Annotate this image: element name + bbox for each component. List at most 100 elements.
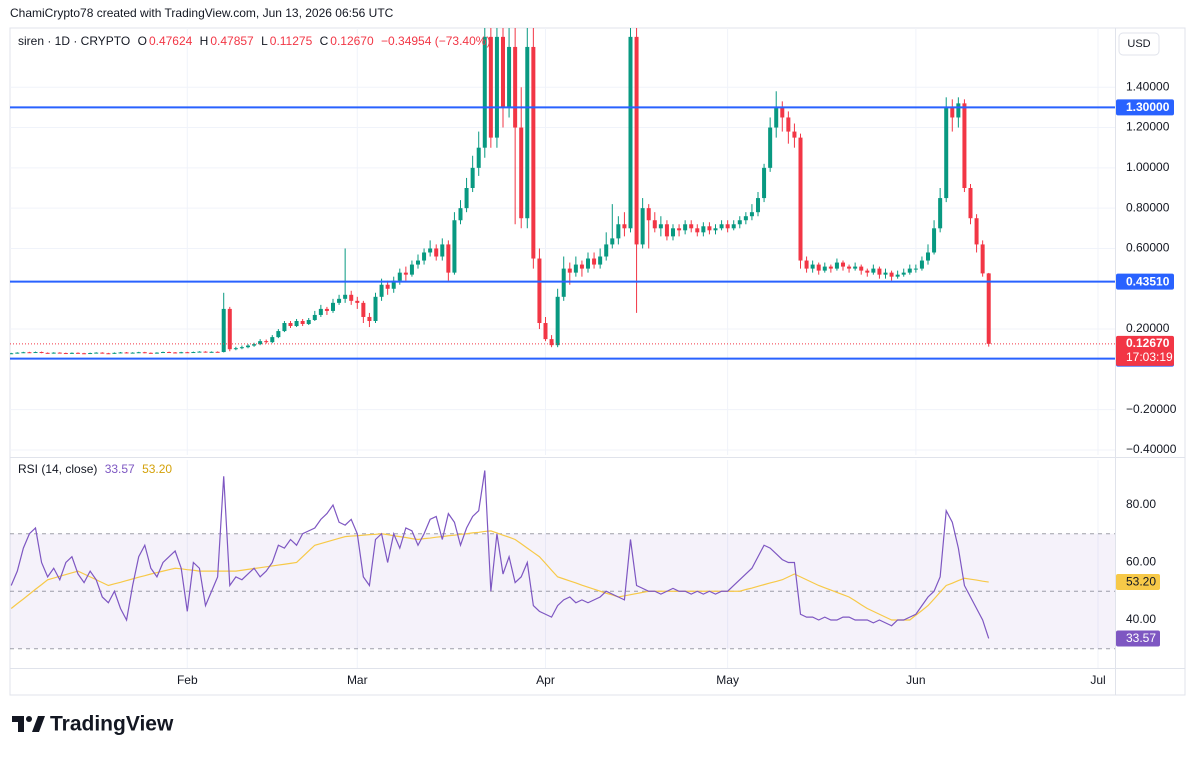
candle-body (252, 344, 257, 346)
ohlc-key: H (200, 34, 209, 48)
candle-body (124, 352, 129, 354)
grid (10, 28, 1115, 668)
candle-body (549, 339, 554, 346)
candle-body (343, 294, 348, 299)
candle-body (986, 273, 991, 344)
candle-body (355, 300, 360, 303)
candle-body (822, 266, 827, 271)
candle-body (786, 117, 791, 132)
candle-body (33, 352, 38, 354)
ohlc-key: O (138, 34, 147, 48)
candle-body (367, 316, 372, 321)
candle-body (956, 103, 961, 118)
candle-body (379, 284, 384, 297)
candle-body (239, 347, 244, 349)
candle-body (968, 187, 973, 219)
candle-body (494, 36, 499, 138)
candle-body (288, 323, 293, 327)
candle-body (324, 308, 329, 311)
candle-body (840, 262, 846, 267)
candle-body (974, 218, 979, 245)
candle-body (780, 107, 785, 118)
candle-body (294, 320, 299, 327)
candle-body (391, 280, 396, 289)
candle-body (944, 107, 949, 199)
candle-body (185, 352, 190, 354)
y-tick-label: 60.00 (1126, 555, 1156, 569)
y-tick-label: 40.00 (1126, 612, 1156, 626)
value-badge (1116, 574, 1160, 591)
candle-body (118, 352, 123, 354)
candle-body (209, 351, 214, 353)
currency-button[interactable] (1118, 32, 1160, 56)
currency[interactable]: USD (1127, 38, 1150, 50)
value-badge-label: 53.20 (1126, 575, 1156, 589)
rsi-line (10, 470, 990, 639)
candle-body (51, 352, 56, 354)
candle-body (810, 264, 815, 269)
x-tick-label: May (716, 673, 739, 687)
candle-body (755, 198, 761, 213)
candle-body (191, 352, 196, 354)
candle-body (604, 244, 609, 257)
candle-body (938, 198, 943, 229)
candle-body (865, 270, 870, 273)
candle-body (397, 272, 402, 281)
rsi-legend: RSI (14, close) 33.57 53.20 (18, 462, 172, 476)
ohlc-value: 0.47624 (149, 34, 193, 48)
rsi-line (10, 530, 989, 621)
candle-body (482, 36, 487, 148)
y-tick-label: 1.20000 (1126, 120, 1170, 134)
candle-body (622, 224, 627, 229)
candle-body (197, 351, 202, 353)
candle-body (749, 212, 754, 217)
candle-body (762, 167, 767, 199)
candle-body (919, 260, 924, 269)
y-tick-label: 80.00 (1126, 497, 1156, 511)
y-tick-label: 0.60000 (1126, 241, 1170, 255)
candle-body (306, 319, 311, 325)
candle-body (264, 341, 269, 343)
candle-body (106, 353, 111, 355)
candle-body (203, 351, 208, 353)
candle-body (148, 352, 153, 354)
candle-body (82, 353, 87, 355)
candle-body (853, 266, 858, 269)
candle-body (828, 266, 833, 269)
candle-body (513, 46, 518, 128)
candle-body (907, 268, 912, 273)
candle-body (112, 352, 117, 354)
candle-body (142, 352, 147, 354)
candle-body (215, 351, 220, 353)
candle-body (950, 107, 955, 118)
candle-body (634, 36, 639, 245)
candle-body (834, 262, 839, 269)
candle-body (245, 345, 251, 348)
value-badge (1116, 630, 1160, 647)
candle-body (537, 258, 542, 324)
x-tick-label: Mar (347, 673, 368, 687)
last-price-label: 0.12670 (1126, 336, 1170, 350)
candle-body (154, 352, 159, 354)
y-tick-label: 1.40000 (1126, 79, 1170, 93)
level-label: 1.30000 (1126, 100, 1170, 114)
candle-body (652, 220, 657, 229)
candle-body (743, 216, 748, 221)
candle-body (573, 264, 578, 273)
candle-body (361, 302, 366, 317)
candle-body (428, 248, 433, 253)
candle-body (592, 258, 597, 265)
candle-body (640, 208, 645, 245)
candle-body (555, 296, 560, 346)
candle-body (179, 352, 184, 354)
ohlc-value: 0.47857 (210, 34, 254, 48)
x-tick-label: Jul (1090, 673, 1105, 687)
candle-body (980, 244, 985, 274)
candle-body (470, 167, 475, 188)
candle-body (464, 187, 469, 209)
candle-body (677, 228, 682, 231)
candle-body (403, 272, 408, 275)
y-tick-label: 0.80000 (1126, 200, 1170, 214)
